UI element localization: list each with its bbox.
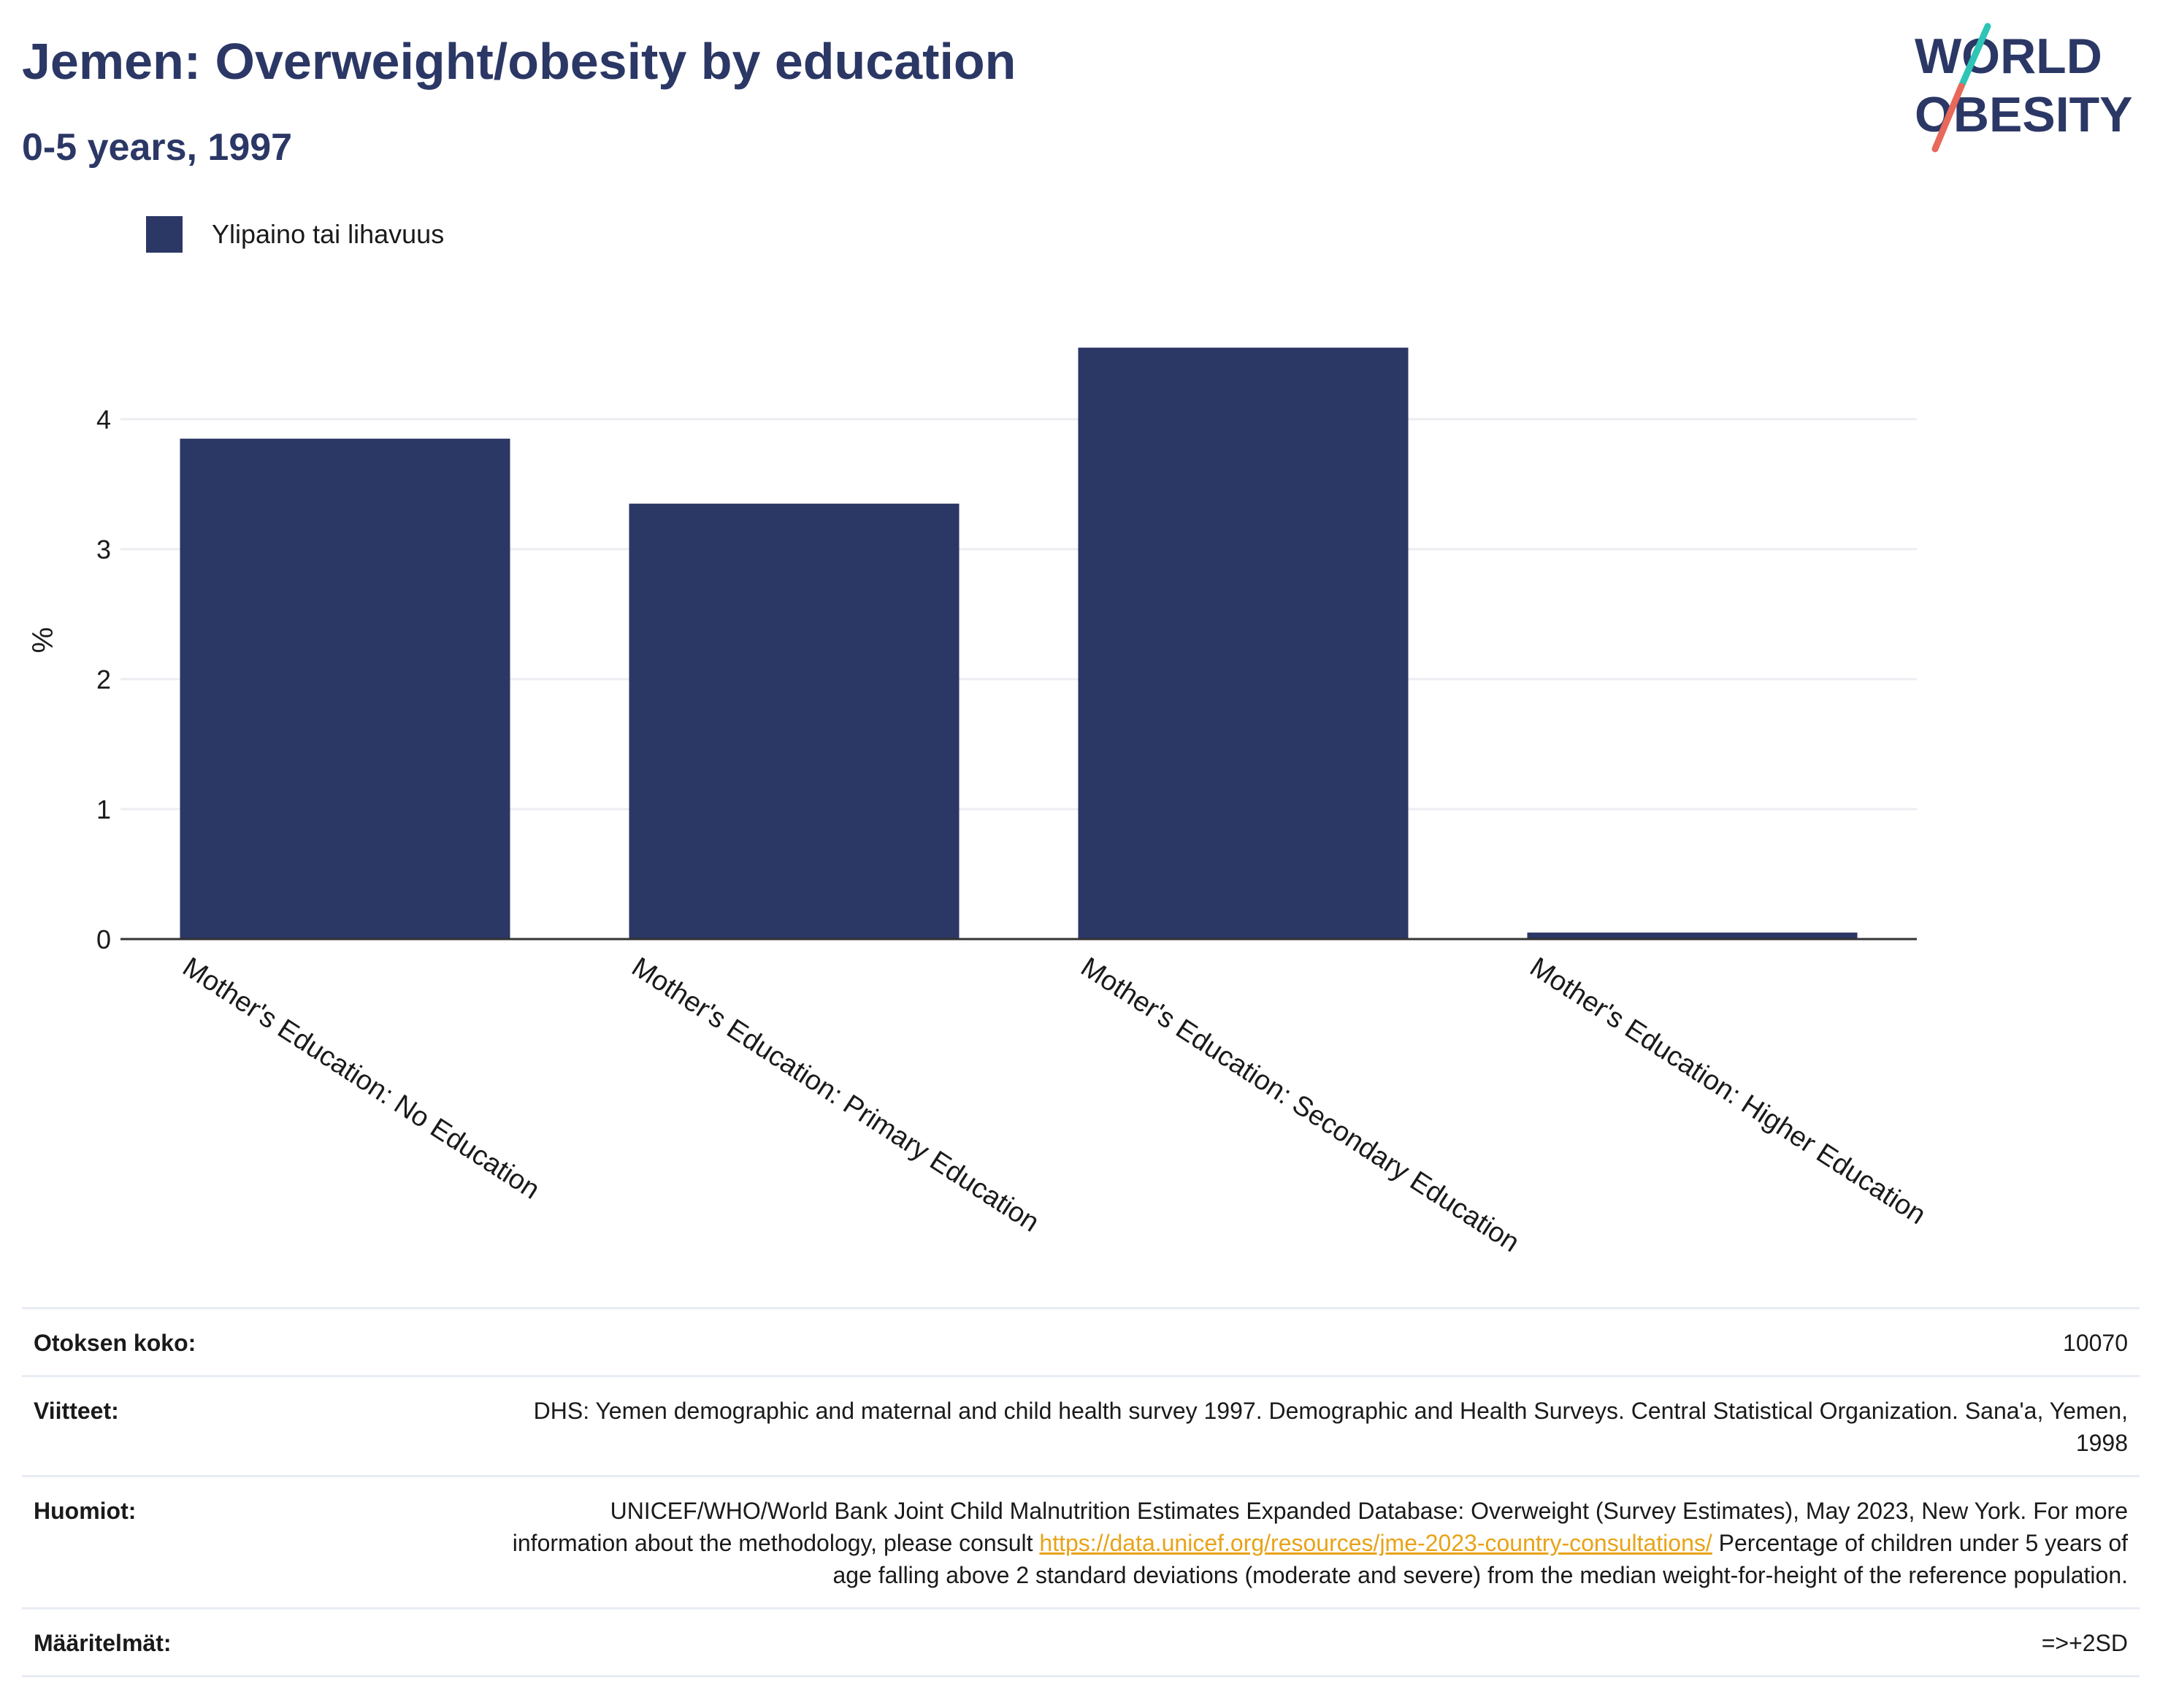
bar (1078, 348, 1409, 940)
legend-swatch (146, 216, 183, 253)
sample-size-label: Otoksen koko: (22, 1307, 483, 1377)
y-tick-label: 2 (96, 665, 111, 694)
legend-label: Ylipaino tai lihavuus (212, 219, 445, 249)
definitions-value: =>+2SD (483, 1607, 2140, 1677)
bar (180, 438, 510, 939)
y-axis-title: % (27, 627, 59, 654)
chart-subtitle: 0-5 years, 1997 (22, 126, 293, 169)
logo-line1: WORLD (1915, 28, 2102, 84)
logo-coral-stroke (1931, 83, 1965, 153)
y-tick-label: 3 (96, 535, 111, 564)
x-tick-label: Mother's Education: Primary Education (627, 951, 1045, 1238)
x-tick-label: Mother's Education: Higher Education (1525, 951, 1931, 1230)
bar-chart: 0 1 2 3 4% Mother's Education: No Education Mo… (27, 348, 1931, 1258)
definitions-label: Määritelmät: (22, 1607, 483, 1677)
bar (629, 503, 960, 939)
y-tick-label: 0 (96, 924, 111, 954)
notes-text-2: Percentage of children under 5 years of … (832, 1530, 2128, 1588)
info-row-notes: Huomiot: UNICEF/WHO/World Bank Joint Chi… (22, 1475, 2140, 1609)
methodology-link[interactable]: https://data.unicef.org/resources/jme-20… (1039, 1530, 1712, 1556)
x-tick-label: Mother's Education: No Education (177, 951, 545, 1205)
y-tick-label: 4 (96, 405, 111, 434)
x-tick-label: Mother's Education: Secondary Education (1076, 951, 1525, 1258)
references-label: Viitteet: (22, 1375, 483, 1477)
legend[interactable]: Ylipaino tai lihavuus (146, 216, 444, 253)
logo-teal-stroke (1958, 23, 1991, 90)
bar (1527, 932, 1858, 939)
info-row-references: Viitteet: DHS: Yemen demographic and mat… (22, 1375, 2140, 1477)
y-tick-label: 1 (96, 794, 111, 824)
notes-label: Huomiot: (22, 1475, 483, 1609)
info-table: Otoksen koko: 10070 Viitteet: DHS: Yemen… (22, 1307, 2140, 1677)
sample-size-value: 10070 (483, 1307, 2140, 1377)
world-obesity-logo: WORLD OBESITY (1915, 23, 2133, 153)
notes-value: UNICEF/WHO/World Bank Joint Child Malnut… (483, 1475, 2140, 1609)
chart-title: Jemen: Overweight/obesity by education (22, 33, 1016, 90)
info-row-definitions: Määritelmät: =>+2SD (22, 1607, 2140, 1677)
notes-text-1: UNICEF/WHO/World Bank Joint Child Malnut… (512, 1498, 2128, 1556)
references-value: DHS: Yemen demographic and maternal and … (483, 1375, 2140, 1477)
info-row-sample-size: Otoksen koko: 10070 (22, 1307, 2140, 1377)
